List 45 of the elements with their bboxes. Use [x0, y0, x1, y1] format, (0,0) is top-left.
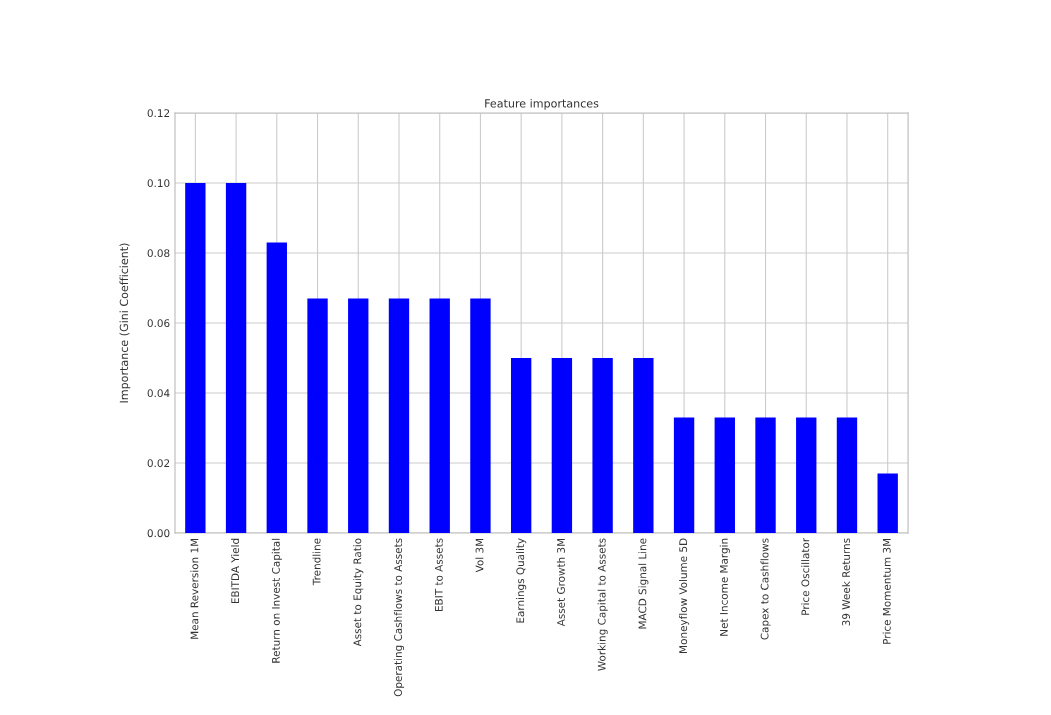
- x-tick-label: Net Income Margin: [719, 538, 730, 636]
- x-tick-label: Price Momentum 3M: [882, 538, 891, 644]
- chart-title: Feature importances: [485, 98, 599, 110]
- x-tick-label: MACD Signal Line: [638, 538, 649, 629]
- x-tick-label: Operating Cashflows to Assets: [393, 538, 405, 697]
- bar: [470, 298, 491, 534]
- bar: [755, 417, 776, 534]
- bar: [714, 417, 735, 534]
- bar: [307, 298, 328, 534]
- x-tick-label: Moneyflow Volume 5D: [679, 538, 690, 653]
- x-tick-label: EBIT to Assets: [434, 538, 443, 612]
- y-tick-label: 0.12: [147, 109, 170, 118]
- bar: [673, 417, 695, 534]
- y-tick-label: 0.00: [147, 529, 170, 538]
- x-tick-label: Capex to Cashflows: [760, 538, 771, 640]
- bar: [348, 298, 369, 534]
- x-tick-label: Asset Growth 3M: [556, 538, 565, 627]
- x-tick-label: Asset to Equity Ratio: [353, 538, 364, 647]
- bar: [836, 417, 858, 534]
- x-tick-label: Working Capital to Assets: [597, 538, 608, 671]
- x-tick-label: Mean Reversion 1M: [190, 538, 199, 639]
- x-tick-label: Price Oscillator: [801, 537, 810, 615]
- y-tick-label: 0.06: [147, 319, 170, 328]
- bar: [796, 417, 817, 534]
- bar: [388, 298, 410, 534]
- bar: [633, 358, 654, 534]
- bar: [592, 358, 613, 534]
- x-tick-label: EBITDA Yield: [231, 538, 240, 604]
- y-tick-label: 0.02: [147, 459, 170, 468]
- x-tick-label: 39 Week Returns: [841, 538, 850, 626]
- bar: [266, 242, 287, 534]
- x-tick-label: Earnings Quality: [516, 538, 527, 623]
- y-tick-label: 0.04: [147, 389, 170, 398]
- bar: [510, 358, 532, 534]
- x-tick-label: Trendline: [312, 538, 321, 586]
- bar: [429, 298, 450, 534]
- bar: [877, 473, 898, 534]
- y-tick-label: 0.10: [147, 179, 170, 188]
- y-tick-label: 0.08: [147, 249, 170, 258]
- bar: [225, 182, 247, 534]
- y-axis-title: Importance (Gini Coefficient): [119, 243, 131, 403]
- bar: [551, 358, 573, 534]
- x-tick-label: Vol 3M: [475, 538, 484, 573]
- x-tick-label: Return on Invest Capital: [271, 538, 282, 663]
- bar: [185, 182, 206, 534]
